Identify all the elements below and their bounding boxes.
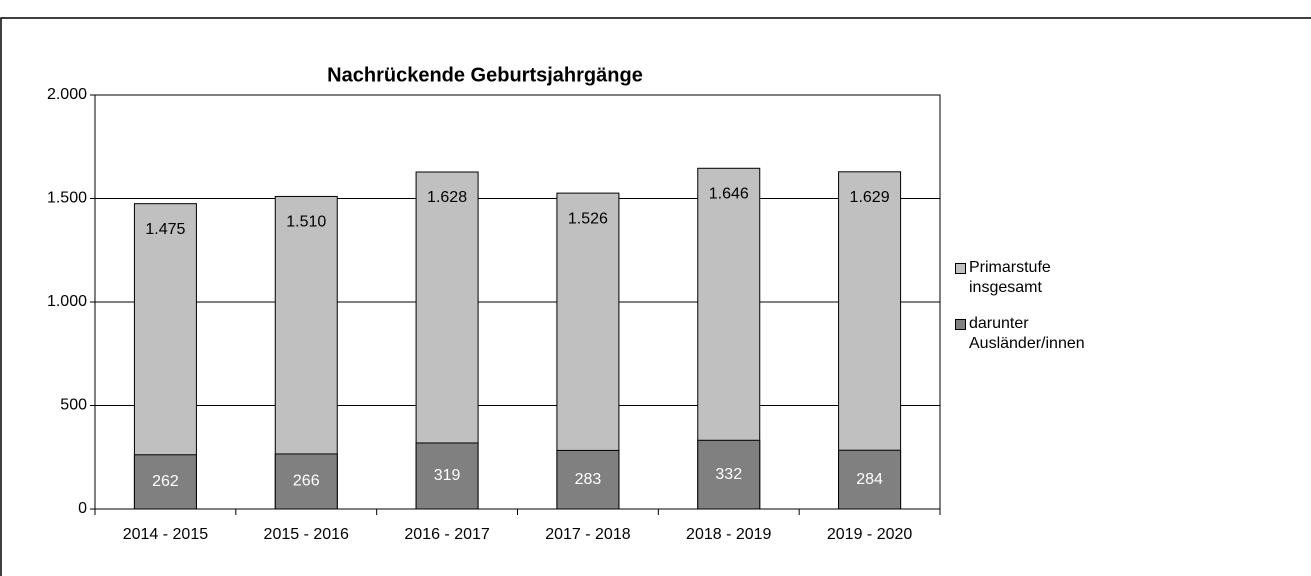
x-tick-label: 2016 - 2017 [404, 526, 490, 543]
data-label: 1.646 [709, 185, 749, 202]
legend-label: Primarstufe insgesamt [969, 259, 1051, 296]
x-tick-label: 2015 - 2016 [264, 526, 350, 543]
bar [838, 449, 902, 510]
legend-item: darunter Ausländer/innen [955, 314, 1145, 354]
bar [556, 449, 620, 510]
legend-swatch [955, 263, 966, 274]
bar [274, 453, 338, 510]
data-label: 1.510 [286, 214, 326, 231]
bar [133, 454, 197, 510]
y-tick-label: 500 [60, 397, 87, 414]
data-label: 266 [293, 473, 320, 490]
data-label: 1.526 [568, 210, 608, 227]
data-label: 1.628 [427, 189, 467, 206]
legend: Primarstufe insgesamt darunter Ausländer/… [955, 258, 1145, 370]
y-tick-label: 1.000 [47, 293, 87, 310]
data-label: 319 [434, 467, 461, 484]
y-tick-label: 1.500 [47, 190, 87, 207]
legend-item: Primarstufe insgesamt [955, 258, 1145, 298]
y-tick-label: 2.000 [47, 86, 87, 103]
bar [697, 439, 761, 510]
data-label: 1.629 [850, 189, 890, 206]
legend-swatch [955, 319, 966, 330]
legend-label: darunter Ausländer/innen [969, 315, 1085, 352]
x-tick-label: 2019 - 2020 [827, 526, 913, 543]
data-label: 284 [856, 471, 883, 488]
x-tick-label: 2014 - 2015 [123, 526, 209, 543]
data-label: 283 [575, 471, 602, 488]
x-tick-label: 2017 - 2018 [545, 526, 631, 543]
y-tick-label: 0 [78, 500, 87, 517]
bar [415, 442, 479, 510]
chart-title: Nachrückende Geburtsjahrgänge [327, 64, 643, 86]
data-label: 332 [715, 466, 742, 483]
data-label: 262 [152, 473, 179, 490]
chart-frame [0, 17, 1311, 576]
x-tick-label: 2018 - 2019 [686, 526, 772, 543]
data-label: 1.475 [145, 221, 185, 238]
